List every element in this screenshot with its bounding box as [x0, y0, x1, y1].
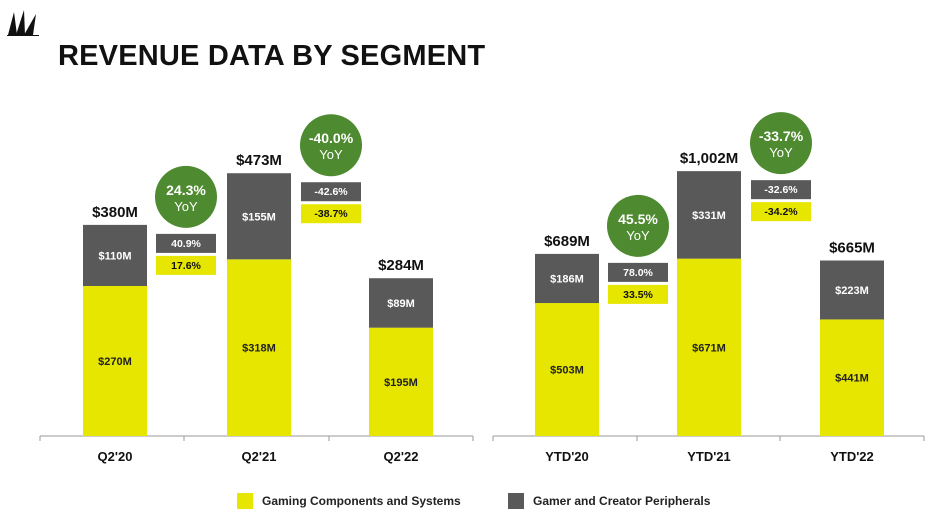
chart2-yoy-gaming-label: -34.2% [764, 206, 798, 218]
chart1-bar-peripherals [227, 173, 291, 260]
chart2-yoy-suffix-label: YoY [769, 145, 793, 160]
chart2-label-gaming: $441M [835, 373, 869, 385]
chart1-yoy-circle [300, 114, 362, 177]
chart2-bar-gaming [535, 303, 599, 436]
chart1-yoy-gaming-box [301, 204, 361, 224]
chart2-label-gaming: $503M [550, 365, 584, 377]
legend-swatch-gaming [237, 493, 253, 509]
chart2-label-peripherals: $223M [835, 285, 869, 297]
chart1-yoy-suffix-label: YoY [174, 199, 198, 214]
chart1-yoy-peripherals-label: 40.9% [171, 238, 201, 250]
chart2-yoy-total-label: 45.5% [618, 211, 658, 227]
chart1-bar-gaming [227, 259, 291, 436]
chart1-category-label: Q2'21 [242, 449, 277, 464]
chart1-total-label: $284M [378, 257, 424, 274]
page-title: REVENUE DATA BY SEGMENT [58, 40, 486, 72]
chart1-label-gaming: $195M [384, 377, 418, 389]
chart2-yoy-total-label: -33.7% [759, 128, 804, 144]
legend-swatch-peripherals [508, 493, 524, 509]
chart2-yoy-peripherals-label: -32.6% [764, 184, 798, 196]
chart2-yoy-peripherals-label: 78.0% [623, 267, 653, 279]
chart1-yoy-gaming-label: 17.6% [171, 260, 201, 272]
chart1-bar-gaming [83, 286, 147, 436]
chart2-bar-gaming [820, 319, 884, 436]
chart1-yoy-peripherals-box [156, 233, 216, 253]
chart2-total-label: $1,002M [680, 150, 738, 167]
chart2-category-label: YTD'21 [687, 449, 731, 464]
chart2-yoy-peripherals-box [751, 180, 811, 200]
sails-logo-icon [7, 10, 39, 36]
chart2-label-peripherals: $186M [550, 273, 584, 285]
chart2-category-label: YTD'22 [830, 449, 874, 464]
chart1-label-peripherals: $110M [98, 250, 131, 262]
chart1-yoy-suffix-label: YoY [319, 147, 343, 162]
legend-label-gaming: Gaming Components and Systems [262, 494, 461, 508]
chart1-yoy-gaming-box [156, 255, 216, 275]
legend-item-peripherals: Gamer and Creator Peripherals [508, 492, 710, 510]
chart1-yoy-total-label: 24.3% [166, 182, 206, 198]
chart1-total-label: $380M [92, 204, 138, 221]
chart1-yoy-gaming-label: -38.7% [314, 208, 348, 220]
chart1-category-label: Q2'22 [384, 449, 419, 464]
chart2-label-gaming: $671M [692, 342, 726, 354]
chart1-label-gaming: $270M [98, 356, 132, 368]
chart2-yoy-circle [750, 112, 812, 175]
chart2-bar-peripherals [535, 253, 599, 304]
chart2-label-peripherals: $331M [692, 210, 726, 222]
chart1-label-gaming: $318M [242, 343, 276, 355]
chart1-bar-peripherals [83, 224, 147, 286]
chart1-bar-peripherals [369, 278, 433, 328]
legend-item-gaming: Gaming Components and Systems [237, 492, 461, 510]
chart2-yoy-gaming-label: 33.5% [623, 289, 653, 301]
chart2-yoy-gaming-box [608, 284, 668, 304]
chart2-yoy-peripherals-box [608, 262, 668, 282]
chart1-yoy-circle [155, 165, 217, 228]
chart2-category-label: YTD'20 [545, 449, 589, 464]
chart2-yoy-suffix-label: YoY [626, 228, 650, 243]
chart1-yoy-peripherals-label: -42.6% [314, 186, 348, 198]
chart2-yoy-gaming-box [751, 202, 811, 222]
chart1-yoy-peripherals-box [301, 182, 361, 202]
chart1-bar-gaming [369, 327, 433, 436]
chart2-bar-gaming [677, 258, 741, 436]
chart1-category-label: Q2'20 [98, 449, 133, 464]
chart2-yoy-circle [607, 194, 669, 257]
chart2-bar-peripherals [677, 171, 741, 259]
chart2-total-label: $665M [829, 239, 875, 256]
chart2-total-label: $689M [544, 233, 590, 250]
chart1-label-peripherals: $155M [242, 211, 276, 223]
chart1-yoy-total-label: -40.0% [309, 130, 354, 146]
chart1-total-label: $473M [236, 152, 282, 169]
chart2-bar-peripherals [820, 260, 884, 320]
chart1-label-peripherals: $89M [387, 298, 415, 310]
legend-label-peripherals: Gamer and Creator Peripherals [533, 494, 711, 508]
